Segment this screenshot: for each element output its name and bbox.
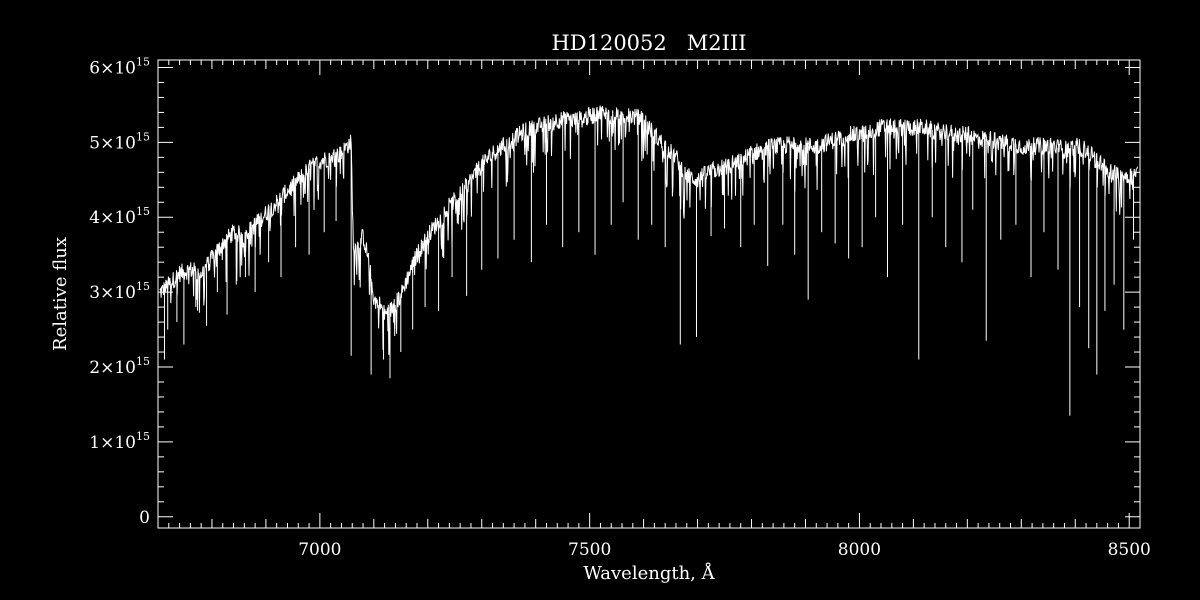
spectrum-line: [159, 105, 1139, 355]
y-tick-label: 4×1015: [89, 205, 150, 228]
x-axis-label: Wavelength, Å: [583, 562, 715, 584]
y-tick-label: 3×1015: [89, 280, 150, 303]
y-tick-label: 2×1015: [89, 355, 150, 378]
x-tick-label: 7500: [568, 540, 611, 560]
chart-title: HD120052 M2III: [551, 31, 746, 55]
x-tick-label: 8000: [838, 540, 881, 560]
y-tick-label: 6×1015: [89, 55, 150, 78]
x-tick-label: 8500: [1108, 540, 1151, 560]
y-tick-label: 5×1015: [89, 130, 150, 153]
plot-frame: [157, 59, 1141, 529]
x-tick-label: 7000: [298, 540, 341, 560]
y-tick-label: 0: [139, 508, 150, 528]
y-axis-label: Relative flux: [50, 237, 71, 351]
y-tick-label: 1×1015: [89, 430, 150, 453]
